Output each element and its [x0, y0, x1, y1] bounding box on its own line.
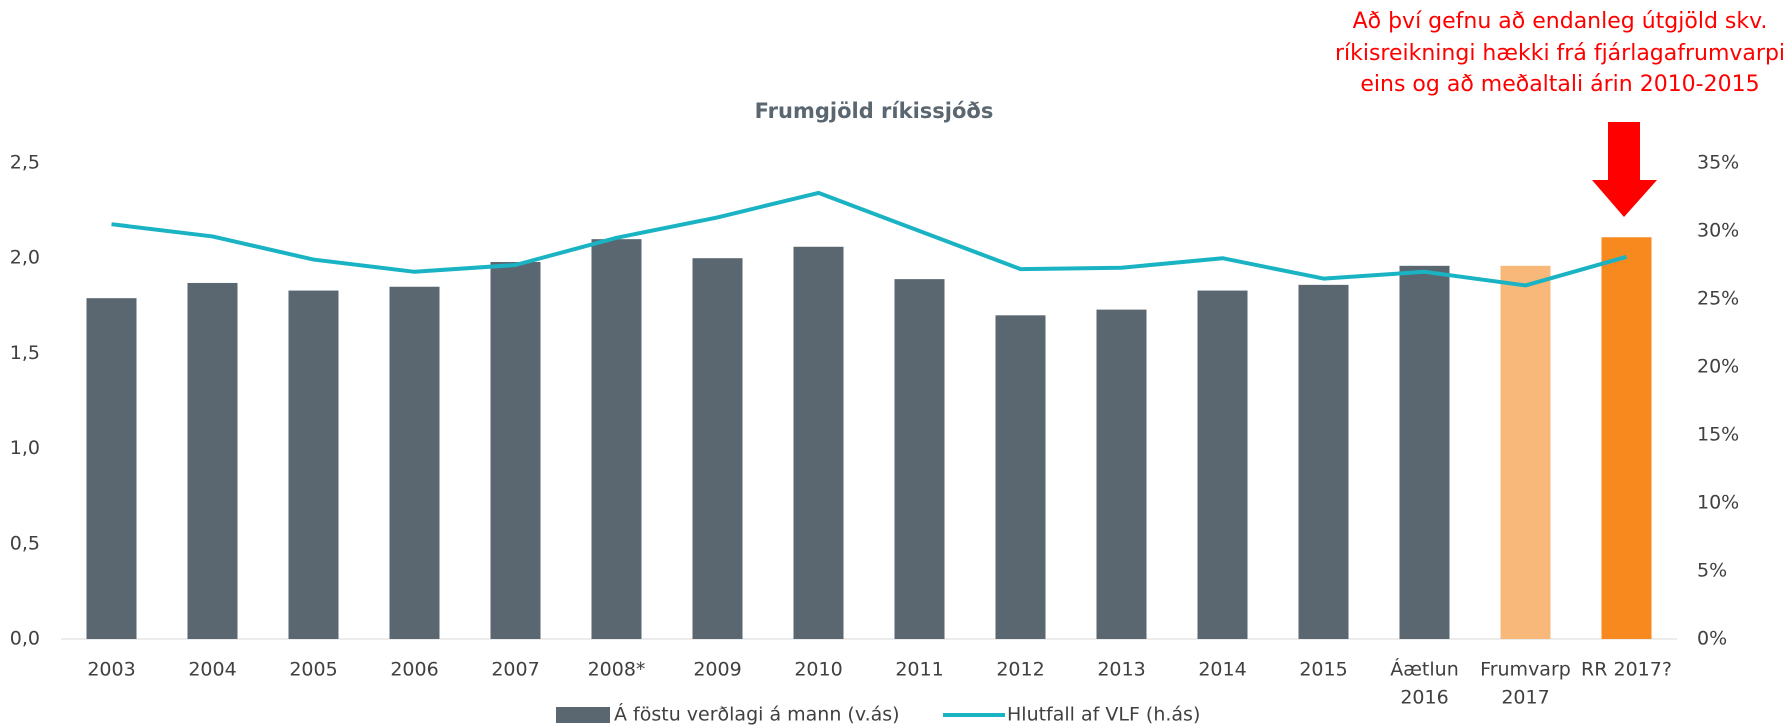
annotation: Að því gefnu að endanleg útgjöld skv.	[1353, 9, 1768, 34]
bar	[1601, 237, 1652, 640]
y2-tick-label: 25%	[1697, 288, 1739, 310]
x-tick-label: 2013	[1097, 659, 1145, 681]
y2-tick-label: 15%	[1697, 424, 1739, 446]
y-tick-label: 0,5	[10, 532, 40, 554]
x-tick-label: 2014	[1198, 659, 1246, 681]
annotation: eins og að meðaltali árin 2010-2015	[1360, 72, 1759, 97]
x-tick-label: 2015	[1299, 659, 1347, 681]
y-tick-label: 2,5	[10, 152, 40, 174]
y2-tick-label: 30%	[1697, 220, 1739, 242]
x-tick-label: 2004	[188, 659, 236, 681]
annotation: ríkisreikningi hækki frá fjárlagafrumvar…	[1335, 41, 1785, 66]
y-tick-label: 1,0	[10, 437, 40, 459]
x-tick-label: 2011	[895, 659, 943, 681]
x-tick-label: Áætlun	[1390, 658, 1458, 681]
y-tick-label: 1,5	[10, 342, 40, 364]
legend-swatch	[556, 707, 610, 723]
arrow-head	[1592, 180, 1657, 217]
bar	[389, 286, 440, 639]
x-tick-label: RR 2017?	[1581, 659, 1672, 681]
bar	[86, 298, 137, 639]
line	[111, 190, 1628, 288]
x-tick-label: 2008*	[588, 659, 646, 681]
x-tick-label: 2006	[390, 659, 438, 681]
chart-title: Frumgjöld ríkissjóðs	[755, 99, 994, 123]
bar	[1399, 265, 1450, 639]
x-tick-label: 2009	[693, 659, 741, 681]
y-tick-label: 2,0	[10, 247, 40, 269]
bar	[187, 282, 238, 639]
x-tick-label: 2010	[794, 659, 842, 681]
bar	[995, 315, 1046, 639]
y2-tick-label: 20%	[1697, 356, 1739, 378]
y2-tick-label: 5%	[1697, 560, 1727, 582]
x-tick-label: 2003	[87, 659, 135, 681]
x-tick-label: 2016	[1400, 687, 1448, 709]
bar	[1197, 290, 1248, 639]
y2-tick-label: 0%	[1697, 628, 1727, 650]
bar	[1096, 309, 1147, 639]
y-tick-label: 0,0	[10, 628, 40, 650]
x-tick-label: 2012	[996, 659, 1044, 681]
x-tick-label: 2007	[491, 659, 539, 681]
bar	[793, 246, 844, 639]
x-tick-label: 2017	[1501, 687, 1549, 709]
legend-label: Hlutfall af VLF (h.ás)	[1007, 704, 1200, 726]
bar	[1500, 265, 1551, 639]
x-tick-label: Frumvarp	[1480, 659, 1571, 681]
bar	[591, 239, 642, 639]
y2-tick-label: 35%	[1697, 152, 1739, 174]
bar	[692, 258, 743, 639]
legend-label: Á föstu verðlagi á mann (v.ás)	[614, 703, 900, 726]
bar	[490, 262, 541, 639]
bar	[894, 279, 945, 639]
x-tick-label: 2005	[289, 659, 337, 681]
bar	[288, 290, 339, 639]
bar	[1298, 284, 1349, 639]
y2-tick-label: 10%	[1697, 492, 1739, 514]
arrow-shaft	[1608, 122, 1640, 180]
